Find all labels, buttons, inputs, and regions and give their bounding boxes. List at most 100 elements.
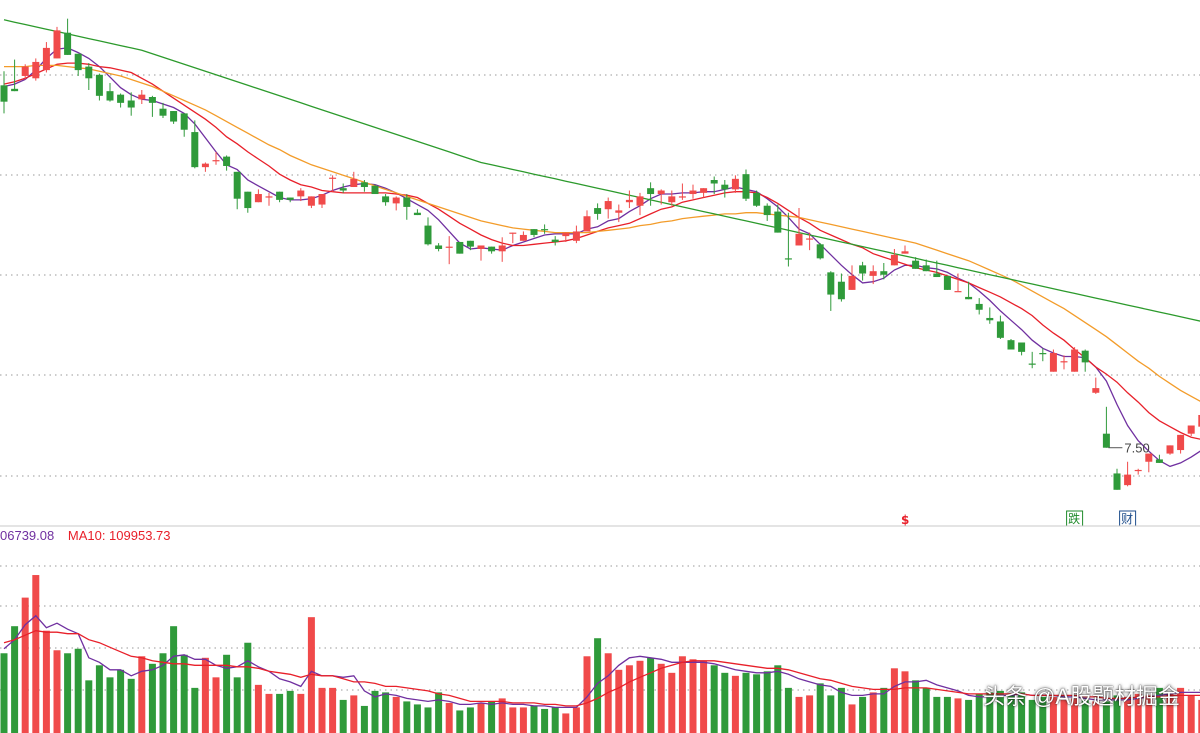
- volume-bar-95: [1007, 695, 1015, 733]
- candle-body-9: [95, 74, 103, 96]
- ma-line-ma5: [3, 47, 1200, 468]
- candle-body-111: [1177, 434, 1185, 451]
- candle-body-102: [1081, 350, 1089, 363]
- volume-bar-79: [837, 687, 845, 733]
- volume-bar-107: [1134, 693, 1142, 733]
- candle-body-53: [562, 232, 570, 237]
- candle-body-1: [11, 88, 19, 92]
- candle-body-22: [233, 171, 241, 199]
- candle-body-84: [890, 254, 898, 266]
- volume-bar-1: [11, 626, 19, 733]
- chart-annotations: 7.50 $ 跌 财: [901, 441, 1150, 527]
- candle-body-78: [827, 272, 835, 295]
- candle-body-32: [339, 188, 347, 191]
- volume-bar-52: [551, 707, 559, 733]
- candle-body-5: [53, 30, 61, 59]
- candle-body-108: [1145, 453, 1153, 462]
- volume-bar-86: [912, 680, 920, 733]
- volume-ma5-value: 06739.08: [0, 528, 55, 543]
- volume-bar-70: [742, 672, 750, 733]
- volume-bar-54: [572, 707, 580, 733]
- volume-bar-49: [519, 707, 527, 733]
- candle-body-42: [445, 246, 453, 248]
- candle-body-101: [1071, 349, 1079, 372]
- volume-bar-32: [339, 699, 347, 733]
- candle-body-80: [848, 275, 856, 290]
- candle-body-10: [106, 91, 114, 101]
- volume-bar-111: [1177, 687, 1185, 733]
- candle-body-47: [498, 245, 506, 252]
- volume-bar-38: [403, 701, 411, 733]
- volume-bar-68: [721, 672, 729, 733]
- candle-body-27: [286, 197, 294, 200]
- volume-bar-21: [223, 654, 231, 733]
- candle-body-76: [806, 238, 814, 240]
- volume-bar-41: [435, 692, 443, 733]
- volume-bar-97: [1028, 699, 1036, 733]
- volume-bar-106: [1124, 696, 1132, 733]
- candle-body-61: [647, 188, 655, 195]
- candle-body-23: [244, 191, 252, 209]
- volume-bar-24: [254, 684, 262, 733]
- candle-body-92: [975, 303, 983, 310]
- ma-line-ma10: [3, 62, 1200, 440]
- candle-body-25: [265, 196, 273, 198]
- volume-bar-72: [763, 671, 771, 733]
- volume-bar-4: [42, 630, 50, 733]
- candle-body-113: [1198, 414, 1200, 427]
- candle-body-41: [435, 245, 443, 249]
- candle-body-97: [1028, 363, 1036, 365]
- candle-body-58: [615, 210, 623, 213]
- candle-body-107: [1134, 469, 1142, 472]
- volume-bar-80: [848, 704, 856, 733]
- volume-bar-48: [509, 707, 517, 733]
- candle-body-103: [1092, 388, 1100, 393]
- candle-body-68: [721, 184, 729, 190]
- volume-bar-35: [371, 690, 379, 733]
- candle-body-38: [403, 197, 411, 207]
- candle-body-105: [1113, 473, 1121, 490]
- volume-bar-104: [1102, 701, 1110, 733]
- volume-bar-15: [159, 653, 167, 733]
- volume-bar-18: [191, 687, 199, 733]
- volume-bar-17: [180, 654, 188, 733]
- candle-body-50: [530, 229, 538, 235]
- volume-bar-113: [1198, 699, 1200, 733]
- volume-bars: [0, 575, 1200, 733]
- candle-body-106: [1124, 474, 1132, 486]
- candle-body-65: [689, 190, 697, 195]
- candle-body-71: [753, 192, 761, 206]
- volume-bar-65: [689, 659, 697, 733]
- volume-bar-47: [498, 698, 506, 733]
- candle-body-83: [880, 271, 888, 275]
- candle-body-89: [943, 275, 951, 290]
- volume-bar-99: [1049, 696, 1057, 733]
- candle-body-51: [541, 229, 549, 231]
- volume-bar-30: [318, 687, 326, 733]
- volume-ma10-value: MA10: 109953.73: [67, 528, 171, 543]
- candle-body-94: [996, 321, 1004, 338]
- candle-body-100: [1060, 361, 1068, 363]
- candle-body-67: [710, 180, 718, 184]
- volume-bar-55: [583, 656, 591, 733]
- candle-body-99: [1049, 353, 1057, 372]
- volume-bar-53: [562, 713, 570, 733]
- candle-body-62: [657, 190, 665, 195]
- candle-body-36: [382, 196, 390, 203]
- volume-bar-92: [975, 693, 983, 733]
- candle-body-48: [509, 232, 517, 234]
- candle-body-64: [678, 196, 686, 198]
- ma-line-ma60: [3, 19, 1200, 322]
- volume-bar-71: [753, 674, 761, 733]
- volume-bar-43: [456, 710, 464, 733]
- candle-body-33: [350, 178, 358, 188]
- candle-body-98: [1039, 353, 1047, 355]
- candle-body-82: [869, 271, 877, 276]
- candle-body-52: [551, 239, 559, 242]
- volume-bar-33: [350, 695, 358, 733]
- volume-bar-59: [625, 665, 633, 733]
- volume-bar-102: [1081, 699, 1089, 733]
- volume-bar-83: [880, 687, 888, 733]
- volume-bar-110: [1166, 692, 1174, 733]
- candle-body-57: [604, 201, 612, 210]
